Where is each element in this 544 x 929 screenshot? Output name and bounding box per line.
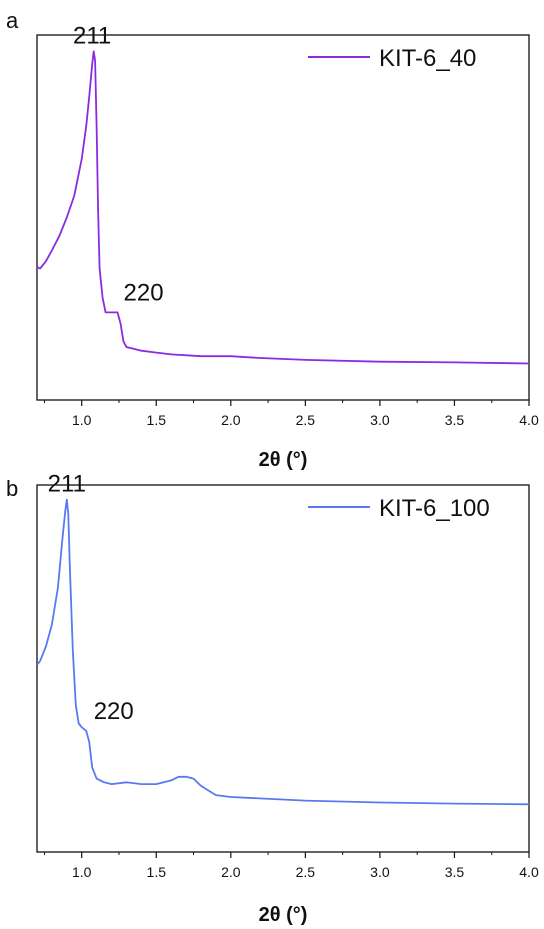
panel-b-x-tick-label: 2.5 xyxy=(296,864,316,880)
panel-a-x-tick-label: 3.5 xyxy=(445,412,465,428)
panel-a-legend-label: KIT-6_40 xyxy=(379,45,476,72)
panel-b-x-tick-label: 2.0 xyxy=(221,864,241,880)
panel-b-x-tick-label: 1.0 xyxy=(72,864,92,880)
panel-a-plot-frame xyxy=(36,34,530,401)
panel-b-x-tick-label: 3.5 xyxy=(445,864,465,880)
panel-b-series-line xyxy=(36,498,530,806)
panel-a-peak-label: 220 xyxy=(124,279,164,306)
panel-b-x-tick-label: 1.5 xyxy=(147,864,167,880)
panel-a-peak-label: 211 xyxy=(73,22,111,49)
panel-a-x-tick-label: 3.0 xyxy=(370,412,390,428)
panel-a-label: a xyxy=(6,8,19,33)
panel-b-legend-label: KIT-6_100 xyxy=(379,495,490,522)
panel-b-peak-label: 220 xyxy=(94,698,134,725)
panel-a-x-tick-label: 2.5 xyxy=(296,412,316,428)
panel-b-label: b xyxy=(6,476,18,501)
panel-a-x-ticks: 1.0 1.5 2.0 2.5 3.0 3.5 4.0 xyxy=(43,400,539,428)
panel-b-annotations: 211 220 xyxy=(48,471,134,725)
panel-b-legend: KIT-6_100 xyxy=(308,495,490,522)
panel-a-x-tick-label: 1.5 xyxy=(147,412,167,428)
panel-b-plot-frame xyxy=(36,484,530,853)
panel-b-x-ticks: 1.0 1.5 2.0 2.5 3.0 3.5 4.0 xyxy=(43,852,539,880)
panel-b: b 1.0 1.5 2.0 2.5 3.0 3.5 4.0 211 220 KIT-6_100… xyxy=(6,471,539,926)
panel-b-x-axis-title: 2θ (°) xyxy=(259,904,308,926)
panel-a-legend: KIT-6_40 xyxy=(308,45,476,72)
panel-a-x-tick-label: 1.0 xyxy=(72,412,92,428)
panel-a-x-axis-title: 2θ (°) xyxy=(259,449,308,471)
panel-b-peak-label: 211 xyxy=(48,471,86,498)
panel-b-x-tick-label: 4.0 xyxy=(519,864,539,880)
panel-a-annotations: 211 220 xyxy=(73,22,164,306)
panel-a-x-tick-label: 4.0 xyxy=(519,412,539,428)
panel-a-series-line xyxy=(36,50,530,365)
panel-a-x-tick-label: 2.0 xyxy=(221,412,241,428)
panel-b-x-tick-label: 3.0 xyxy=(370,864,390,880)
